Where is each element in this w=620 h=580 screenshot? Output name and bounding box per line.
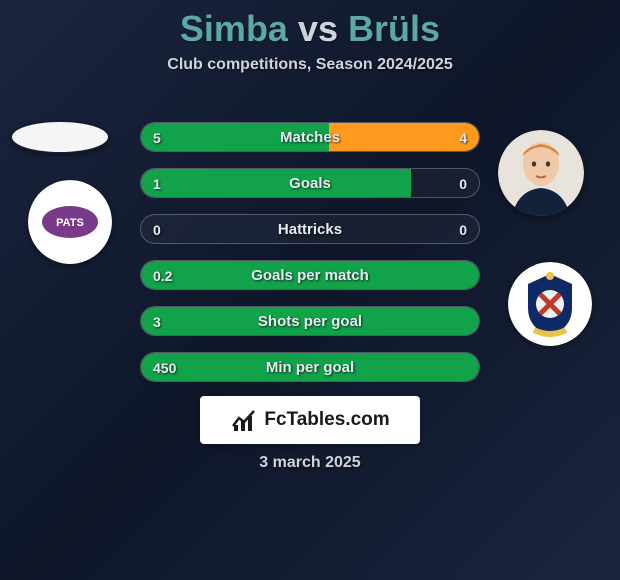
infographic-card: Simba vs Brüls Club competitions, Season… xyxy=(0,0,620,580)
stat-label: Min per goal xyxy=(141,353,479,382)
date-label: 3 march 2025 xyxy=(0,454,620,472)
brand-badge: FcTables.com xyxy=(200,396,420,444)
page-title: Simba vs Brüls xyxy=(0,0,620,50)
stat-row: 3Shots per goal xyxy=(140,306,480,336)
stat-value-right: 0 xyxy=(459,215,467,244)
stat-label: Hattricks xyxy=(141,215,479,244)
club-left-text: PATS xyxy=(56,217,84,229)
stat-label: Matches xyxy=(141,123,479,152)
player-left-avatar xyxy=(10,120,110,154)
title-vs: vs xyxy=(298,8,338,49)
stat-row: 1Goals0 xyxy=(140,168,480,198)
subtitle: Club competitions, Season 2024/2025 xyxy=(0,56,620,74)
stat-value-right: 0 xyxy=(459,169,467,198)
player-right-avatar xyxy=(498,130,584,216)
stat-label: Goals per match xyxy=(141,261,479,290)
club-right-logo xyxy=(508,262,592,346)
stat-label: Shots per goal xyxy=(141,307,479,336)
stat-row: 0.2Goals per match xyxy=(140,260,480,290)
chart-icon xyxy=(230,406,258,434)
title-player-left: Simba xyxy=(180,8,288,49)
stat-value-right: 4 xyxy=(459,123,467,152)
stat-row: 0Hattricks0 xyxy=(140,214,480,244)
stat-row: 450Min per goal xyxy=(140,352,480,382)
brand-text: FcTables.com xyxy=(264,409,389,431)
club-left-logo: PATS xyxy=(28,180,112,264)
stat-row: 5Matches4 xyxy=(140,122,480,152)
stat-label: Goals xyxy=(141,169,479,198)
stats-table: 5Matches41Goals00Hattricks00.2Goals per … xyxy=(140,122,480,398)
title-player-right: Brüls xyxy=(348,8,440,49)
